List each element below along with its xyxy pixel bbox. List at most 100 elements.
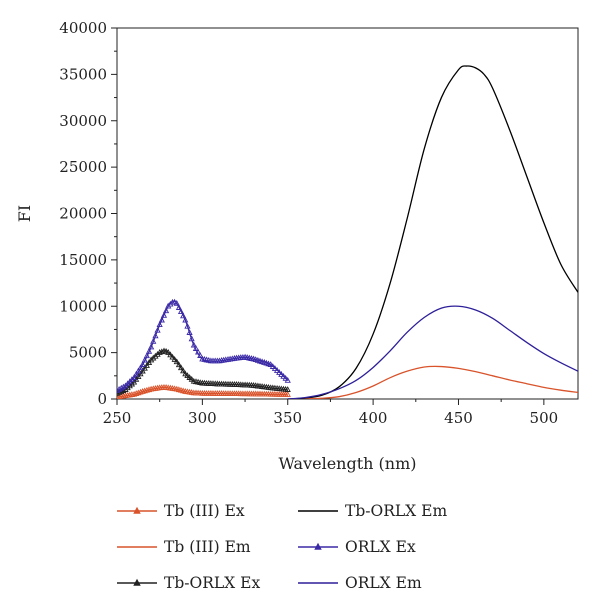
series-line xyxy=(287,65,578,399)
series-marker xyxy=(186,374,193,380)
series-marker xyxy=(280,372,287,379)
legend-label: Tb-ORLX Em xyxy=(345,502,447,520)
legend-item: ORLX Em xyxy=(298,574,422,592)
series-marker xyxy=(130,390,138,397)
series-marker xyxy=(145,347,153,354)
y-tick-label: 30000 xyxy=(59,112,107,130)
plot-frame xyxy=(116,27,579,400)
series-marker xyxy=(182,370,189,377)
series-marker xyxy=(118,384,125,391)
series-marker xyxy=(158,348,165,355)
series-marker xyxy=(182,316,189,323)
series-marker xyxy=(143,352,150,359)
series-marker xyxy=(120,383,127,390)
series-marker xyxy=(177,364,185,371)
series-marker xyxy=(173,299,180,306)
y-tick-label: 20000 xyxy=(59,205,107,223)
series-1 xyxy=(287,365,578,399)
series-marker xyxy=(197,352,204,358)
series-2 xyxy=(117,347,291,396)
legend-item: Tb (III) Em xyxy=(117,538,251,556)
series-marker xyxy=(180,312,187,319)
series-marker xyxy=(141,356,148,363)
y-axis-title: FI xyxy=(15,205,34,222)
y-tick-label: 15000 xyxy=(59,251,107,269)
y-tick-label: 10000 xyxy=(59,297,107,315)
y-tick-label: 5000 xyxy=(69,344,107,362)
series-marker xyxy=(180,367,187,374)
legend-item: Tb-ORLX Ex xyxy=(117,574,260,592)
series-marker xyxy=(139,361,146,367)
y-tick-label: 0 xyxy=(97,390,107,408)
y-axis: 0 5000 10000 15000 20000 25000 30000 35000 40000 xyxy=(59,19,117,408)
series-line xyxy=(287,305,578,399)
series-3 xyxy=(287,65,578,399)
x-tick-label: 500 xyxy=(530,409,559,427)
series-marker xyxy=(195,348,202,355)
series-marker xyxy=(145,359,153,366)
series-marker xyxy=(152,332,159,339)
series-line xyxy=(117,300,289,392)
legend-label: ORLX Em xyxy=(345,574,422,592)
series-marker xyxy=(117,389,121,396)
series-marker xyxy=(184,322,191,329)
series-marker xyxy=(135,367,142,374)
series-marker xyxy=(190,341,197,348)
series-marker xyxy=(278,370,285,377)
series-marker xyxy=(133,390,140,396)
legend-item: Tb-ORLX Em xyxy=(298,502,447,520)
legend-swatch-marker xyxy=(133,506,141,514)
series-marker xyxy=(137,370,144,377)
series-marker xyxy=(117,387,121,393)
x-tick-label: 300 xyxy=(188,409,217,427)
series-marker xyxy=(156,349,163,355)
series-marker xyxy=(173,358,180,365)
series-marker xyxy=(135,389,142,396)
series-marker xyxy=(141,364,148,371)
series-marker xyxy=(276,369,283,375)
x-tick-label: 400 xyxy=(359,409,388,427)
y-tick-label: 35000 xyxy=(59,65,107,83)
series-marker xyxy=(192,345,200,351)
series-line xyxy=(287,365,578,399)
series-marker xyxy=(175,361,182,368)
series-marker xyxy=(271,365,279,371)
series-marker xyxy=(150,337,157,344)
series-marker xyxy=(188,375,195,382)
series-marker xyxy=(282,374,289,381)
series-lines xyxy=(117,65,578,399)
y-tick-label: 40000 xyxy=(59,19,107,37)
series-marker xyxy=(141,387,148,394)
legend-swatch-marker xyxy=(314,542,322,550)
legend-item: Tb (III) Ex xyxy=(117,502,245,520)
x-tick-label: 250 xyxy=(103,409,132,427)
series-marker xyxy=(145,386,153,393)
series-marker xyxy=(117,385,123,392)
series-marker xyxy=(130,374,138,380)
legend-item: ORLX Ex xyxy=(298,538,416,556)
series-marker xyxy=(139,388,146,394)
series-marker xyxy=(154,326,161,333)
series-marker xyxy=(273,367,281,373)
legend: Tb (III) Ex Tb (III) Em Tb-ORLX Ex Tb-ORLX … xyxy=(117,502,447,592)
series-marker xyxy=(160,311,168,318)
series-marker xyxy=(143,362,150,368)
series-marker xyxy=(137,388,144,395)
series-marker xyxy=(175,304,182,310)
series-marker xyxy=(148,343,155,350)
series-marker xyxy=(284,390,291,397)
series-marker xyxy=(133,370,140,377)
series-marker xyxy=(137,364,144,371)
series-marker xyxy=(165,349,172,355)
series-marker xyxy=(158,316,165,323)
series-marker xyxy=(284,376,291,383)
series-marker xyxy=(284,386,291,392)
series-marker xyxy=(186,329,193,335)
series-5 xyxy=(287,305,578,399)
legend-label: ORLX Ex xyxy=(345,538,416,556)
y-tick-label: 25000 xyxy=(59,158,107,176)
series-marker xyxy=(177,308,185,315)
series-marker xyxy=(188,335,195,342)
legend-swatch-marker xyxy=(133,578,141,586)
x-axis: 250 300 350 400 450 500 xyxy=(103,399,558,427)
